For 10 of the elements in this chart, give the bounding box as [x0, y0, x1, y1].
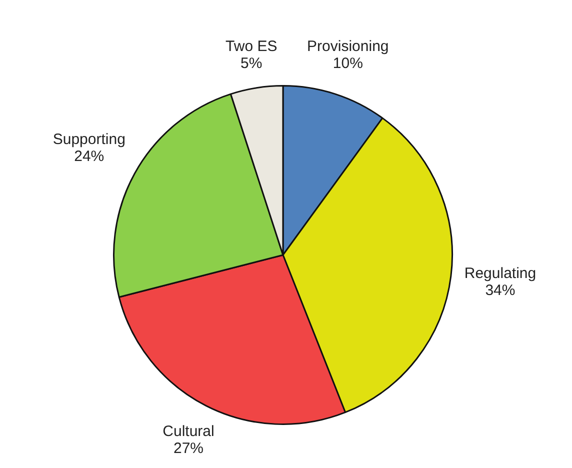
data-label: 10%	[332, 54, 363, 72]
data-label: 5%	[240, 55, 262, 72]
slice-label: Cultural	[162, 423, 214, 440]
data-label: 27%	[173, 440, 204, 458]
slice-label: Regulating	[464, 265, 536, 282]
data-label: 24%	[74, 148, 104, 166]
slice-label: Supporting	[52, 131, 126, 148]
slice-label: Provisioning	[307, 38, 389, 55]
slice-label: Two ES	[226, 38, 278, 56]
data-label: 34%	[485, 282, 516, 300]
